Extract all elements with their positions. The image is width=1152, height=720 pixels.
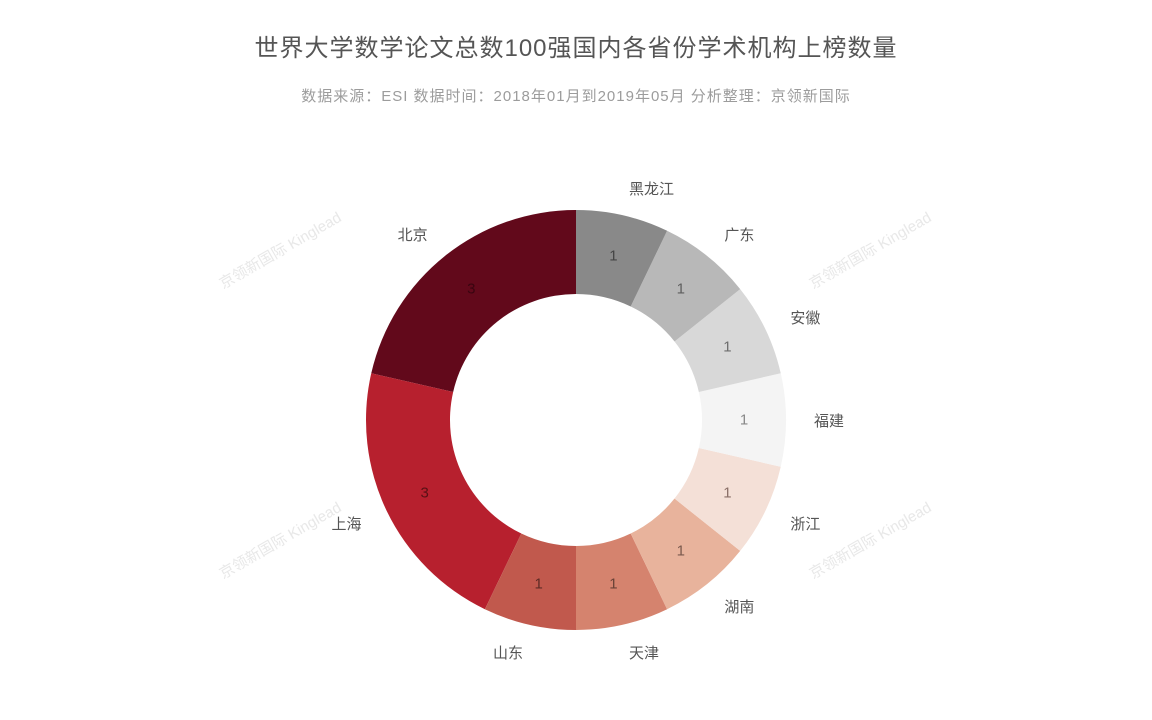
slice-value: 1: [609, 575, 617, 592]
donut-chart: 京领新国际 Kinglead京领新国际 Kinglead京领新国际 Kingle…: [0, 0, 1152, 720]
slice-label: 上海: [332, 513, 362, 534]
slice-label: 北京: [398, 224, 428, 245]
slice-value: 1: [534, 575, 542, 592]
slice-label: 浙江: [790, 513, 820, 534]
slice-value: 1: [677, 280, 685, 297]
slice-label: 黑龙江: [629, 178, 674, 199]
slice-value: 1: [723, 339, 731, 356]
slice-label: 广东: [724, 224, 754, 245]
slice-label: 安徽: [790, 307, 820, 328]
slice-value: 1: [677, 543, 685, 560]
slice-value: 1: [740, 412, 748, 429]
slice-label: 天津: [629, 642, 659, 663]
slice-value: 3: [420, 484, 428, 501]
slice-label: 福建: [814, 410, 844, 431]
donut-slice: [366, 373, 521, 609]
slice-value: 1: [609, 248, 617, 265]
slice-label: 山东: [493, 642, 523, 663]
slice-label: 湖南: [724, 596, 754, 617]
slice-value: 3: [467, 280, 475, 297]
slice-value: 1: [723, 484, 731, 501]
